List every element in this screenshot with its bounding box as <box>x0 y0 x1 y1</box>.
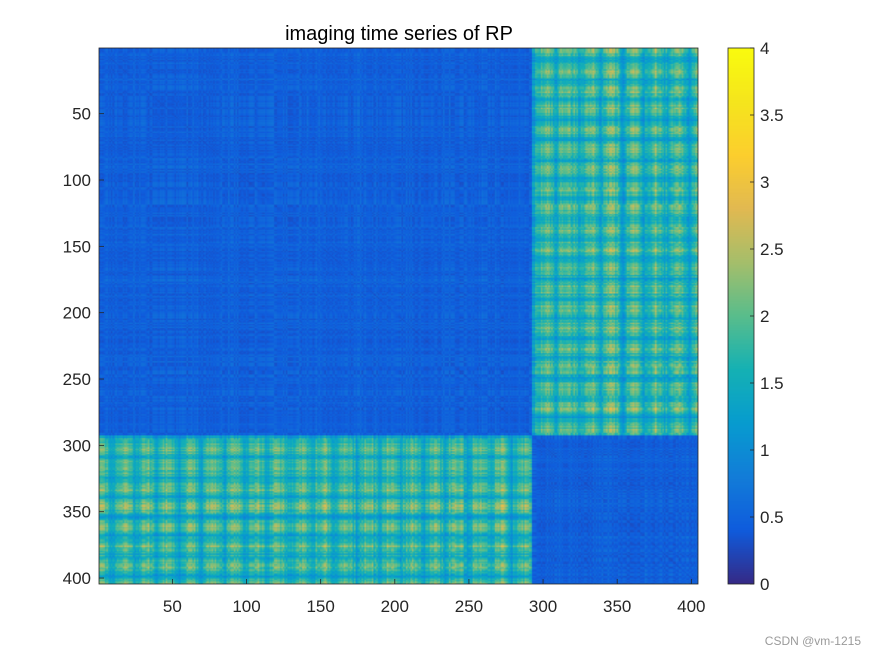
y-tick-label: 300 <box>63 436 91 455</box>
colorbar-tick-label: 1.5 <box>760 374 784 393</box>
colorbar-tick-label: 2.5 <box>760 240 784 259</box>
colorbar-ticks: 0 0.5 1 1.5 2 2.5 3 3.5 4 <box>750 39 784 594</box>
y-tick-label: 400 <box>63 569 91 588</box>
watermark: CSDN @vm-1215 <box>764 634 861 648</box>
x-tick-label: 150 <box>306 597 334 616</box>
colorbar: 0 0.5 1 1.5 2 2.5 3 3.5 4 <box>727 39 784 594</box>
colorbar-tick-label: 0.5 <box>760 508 784 527</box>
x-tick-label: 100 <box>232 597 260 616</box>
colorbar-tick-label: 3.5 <box>760 106 784 125</box>
x-tick-label: 400 <box>677 597 705 616</box>
y-tick-label: 100 <box>63 171 91 190</box>
x-tick-label: 50 <box>163 597 182 616</box>
x-tick-label: 350 <box>603 597 631 616</box>
x-tick-label: 300 <box>529 597 557 616</box>
y-axis-ticks: 50 100 150 200 250 300 350 400 <box>63 105 104 588</box>
colorbar-gradient <box>728 48 754 584</box>
colorbar-tick-label: 4 <box>760 39 769 58</box>
x-tick-label: 250 <box>455 597 483 616</box>
colorbar-tick-label: 3 <box>760 173 769 192</box>
colorbar-tick-label: 0 <box>760 575 769 594</box>
colorbar-tick-label: 2 <box>760 307 769 326</box>
plot-frame <box>98 47 699 585</box>
y-tick-label: 350 <box>63 503 91 522</box>
y-tick-label: 200 <box>63 304 91 323</box>
x-tick-label: 200 <box>381 597 409 616</box>
heatmap-image <box>99 48 698 584</box>
heatmap-plot-area <box>98 47 699 585</box>
x-axis-ticks: 50 100 150 200 250 300 350 400 <box>163 579 706 616</box>
colorbar-tick-label: 1 <box>760 441 769 460</box>
chart-title: imaging time series of RP <box>285 23 513 45</box>
y-tick-label: 250 <box>63 370 91 389</box>
y-tick-label: 50 <box>72 105 91 124</box>
y-tick-label: 150 <box>63 237 91 256</box>
